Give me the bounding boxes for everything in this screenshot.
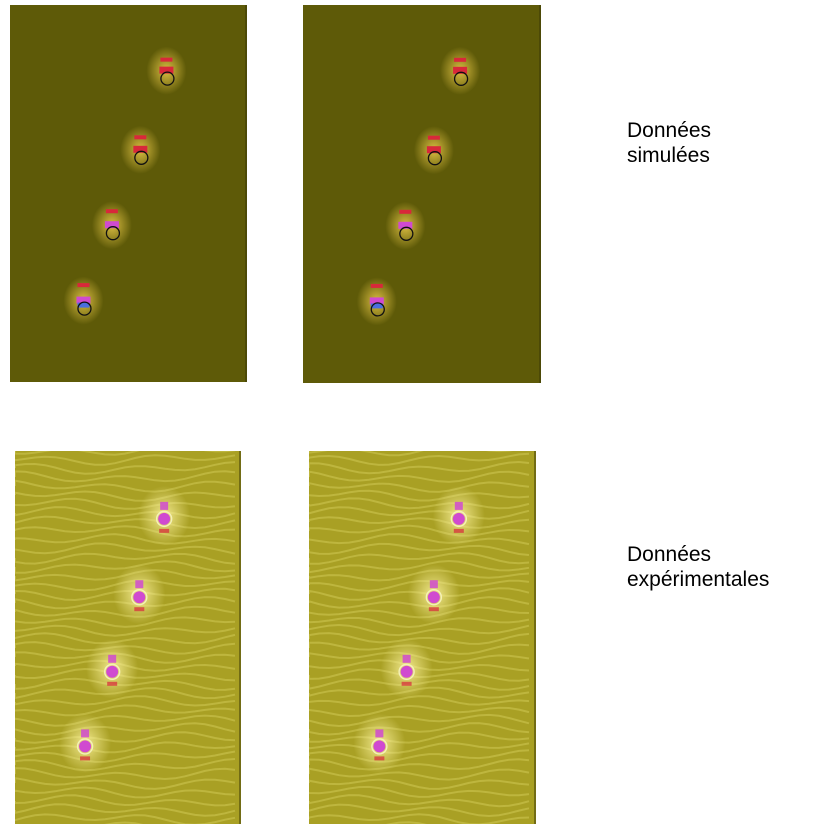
target-core [134,135,147,140]
target-1 [138,485,191,546]
panel-background [303,5,541,383]
target-core [454,57,467,62]
marker-circle [76,738,94,755]
target-core [427,591,440,604]
marker-circle [370,302,385,317]
simulated-image-1 [10,5,247,382]
panel-image [15,451,241,824]
panel-image [309,451,536,824]
simulated-label-line-2: simulées [627,144,710,167]
marker-circle [453,71,469,86]
target-core [426,146,441,154]
target-core [452,512,465,525]
target-core [104,221,119,229]
target-core [133,145,148,153]
target-core [106,665,119,678]
target-core [135,580,144,589]
marker-circle [131,588,148,606]
simulated-data-label: Données simulées [627,118,711,168]
target-core [133,591,146,604]
target-2 [113,564,166,625]
target-core [453,528,464,533]
panel-image [10,5,247,382]
target-3 [380,638,433,699]
target-4 [356,277,397,326]
target-core [370,303,383,309]
experimental-label-line-2: expérimentales [627,568,770,591]
target-core [429,580,438,589]
target-core [105,209,118,214]
target-4 [59,713,112,774]
experimental-data-label: Données expérimentales [627,542,769,592]
target-1 [146,46,187,95]
simulated-label-line-1: Données [627,119,712,142]
panel-background [15,451,241,824]
target-core [402,654,411,663]
simulated-image-2 [303,5,541,383]
experimental-image-2 [309,451,536,824]
target-2 [407,564,460,625]
marker-circle [105,226,121,241]
target-3 [385,201,426,250]
target-core [159,66,174,74]
target-core [160,57,173,62]
target-3 [86,638,139,699]
target-core [134,607,145,612]
marker-circle [155,510,173,528]
marker-circle [160,71,175,86]
marker-circle [398,663,415,681]
target-core [428,607,439,612]
target-core [454,501,463,510]
marker-circle [399,226,414,241]
target-core [77,283,90,288]
target-2 [413,126,454,175]
target-core [374,756,385,761]
ripple-texture [309,451,530,824]
marker-circle [425,588,443,606]
experimental-label-line-1: Données [627,543,712,566]
target-core [427,135,440,140]
target-1 [440,46,481,95]
panel-background [10,5,247,382]
panel-background [309,451,536,824]
target-core [76,296,91,304]
target-core [370,283,383,288]
target-2 [120,125,161,174]
marker-circle [450,510,468,528]
marker-circle [427,151,443,166]
target-core [400,665,413,678]
marker-circle [77,301,92,316]
target-core [107,681,118,686]
target-4 [63,276,104,325]
marker-circle [134,150,149,165]
target-core [81,729,90,738]
target-core [453,66,468,74]
target-core [77,302,90,308]
panel-image [303,5,541,383]
experimental-image-1 [15,451,241,824]
target-core [369,297,384,305]
target-3 [91,201,132,250]
ripple-texture [15,451,236,824]
target-core [159,528,170,533]
target-core [401,681,412,686]
target-1 [432,485,485,546]
marker-circle [371,738,388,755]
target-core [373,740,386,753]
marker-circle [103,663,121,681]
target-core [79,740,92,753]
target-core [158,512,171,525]
target-4 [353,713,406,774]
target-core [80,756,91,761]
target-core [375,729,384,738]
target-core [399,209,412,214]
target-core [160,501,169,510]
target-core [398,221,413,229]
target-core [108,654,117,663]
